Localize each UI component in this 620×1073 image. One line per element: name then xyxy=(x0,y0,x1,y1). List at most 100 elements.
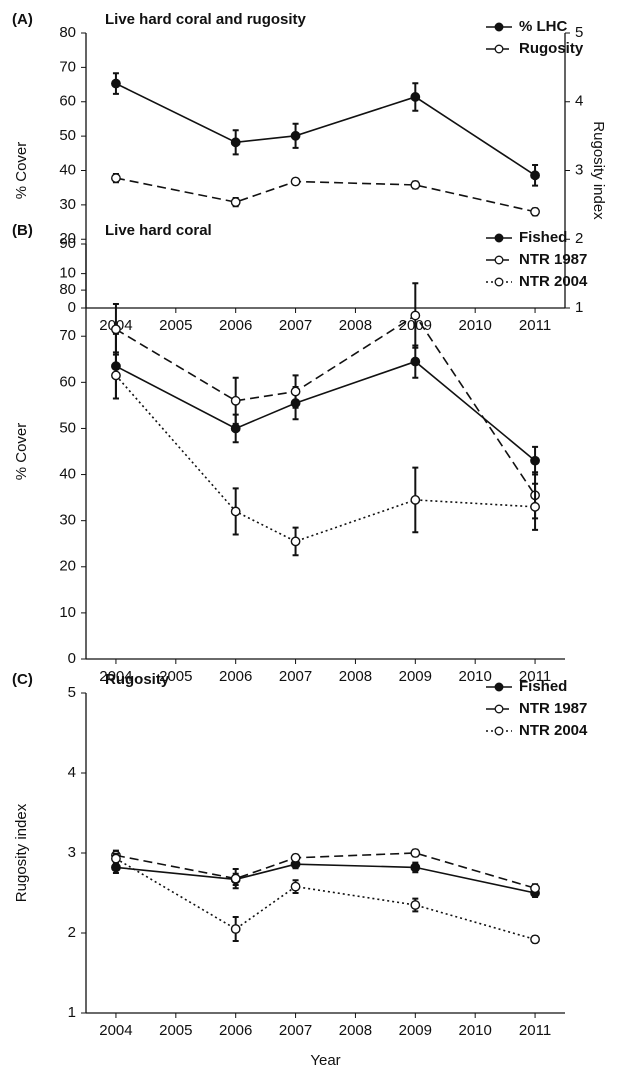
y-tick-label: 90 xyxy=(59,235,76,252)
x-tick-label: 2009 xyxy=(399,1022,432,1039)
x-tick-label: 2011 xyxy=(519,1022,551,1039)
y-axis-label: % Cover xyxy=(13,142,30,200)
data-point xyxy=(410,356,421,367)
y-tick-label: 30 xyxy=(59,196,76,213)
y2-tick-label: 3 xyxy=(575,161,583,178)
x-tick-label: 2011 xyxy=(519,668,551,685)
chart-title: Live hard coral xyxy=(105,222,212,239)
y-tick-label: 80 xyxy=(59,24,76,41)
y-tick-label: 10 xyxy=(59,604,76,621)
data-point xyxy=(230,197,241,208)
data-point xyxy=(111,324,121,335)
x-tick-label: 2008 xyxy=(339,1022,372,1039)
data-point xyxy=(230,924,241,934)
x-tick-label: 2005 xyxy=(159,668,192,685)
y2-tick-label: 2 xyxy=(575,230,583,247)
panel-label: (C) xyxy=(12,671,33,688)
y-tick-label: 20 xyxy=(59,230,76,247)
data-point xyxy=(530,170,540,181)
data-point xyxy=(111,853,121,864)
series-line xyxy=(115,314,536,496)
legend-marker xyxy=(494,44,504,54)
legend-marker xyxy=(494,704,504,714)
legend-marker xyxy=(494,255,504,265)
data-point xyxy=(290,881,301,892)
y-tick-label: 0 xyxy=(68,650,76,667)
y2-tick-label: 4 xyxy=(575,93,583,110)
x-tick-label: 2010 xyxy=(459,668,492,685)
legend-label: NTR 1987 xyxy=(519,251,587,268)
x-tick-label: 2007 xyxy=(279,1022,312,1039)
legend-label: NTR 2004 xyxy=(519,273,588,290)
legend-marker xyxy=(494,233,504,243)
x-tick-label: 2005 xyxy=(159,317,192,334)
y-tick-label: 2 xyxy=(68,924,76,941)
chart-title: Live hard coral and rugosity xyxy=(105,11,307,28)
series-line xyxy=(115,360,536,462)
y-tick-label: 50 xyxy=(59,419,76,436)
data-point xyxy=(230,873,241,884)
y-tick-label: 1 xyxy=(68,1004,76,1021)
x-tick-label: 2007 xyxy=(279,317,312,334)
y-axis-label: % Cover xyxy=(13,423,30,481)
legend-label: Fished xyxy=(519,229,567,246)
x-tick-label: 2004 xyxy=(99,1022,132,1039)
y-tick-label: 40 xyxy=(59,466,76,483)
y2-tick-label: 1 xyxy=(575,299,583,316)
series-line xyxy=(115,177,536,213)
x-tick-label: 2009 xyxy=(399,668,432,685)
x-tick-label: 2007 xyxy=(279,668,312,685)
legend-label: NTR 1987 xyxy=(519,700,587,717)
data-point xyxy=(410,310,421,321)
y-tick-label: 60 xyxy=(59,93,76,110)
x-axis-label: Year xyxy=(310,1052,340,1069)
y2-tick-label: 5 xyxy=(575,24,583,41)
x-tick-label: 2008 xyxy=(339,668,372,685)
series-line xyxy=(115,863,536,894)
series-line xyxy=(115,374,536,543)
series-line xyxy=(115,82,536,176)
data-point xyxy=(530,206,540,217)
x-tick-label: 2010 xyxy=(459,317,492,334)
data-point xyxy=(111,862,121,873)
data-point xyxy=(530,934,540,945)
data-point xyxy=(410,92,421,102)
legend-marker xyxy=(494,22,504,32)
panel: (A) Live hard coral and rugosity 0 10 20 30 40… xyxy=(12,11,607,334)
panel-label: (B) xyxy=(12,222,33,239)
series-line xyxy=(115,852,536,889)
legend-marker xyxy=(494,726,504,736)
data-point xyxy=(290,176,301,187)
x-tick-label: 2008 xyxy=(339,317,372,334)
y-tick-label: 50 xyxy=(59,127,76,144)
x-tick-label: 2004 xyxy=(99,668,132,685)
data-point xyxy=(410,180,421,190)
legend-marker xyxy=(494,682,504,692)
data-point xyxy=(410,900,421,910)
y-tick-label: 0 xyxy=(68,299,76,316)
y-tick-label: 70 xyxy=(59,58,76,75)
x-tick-label: 2011 xyxy=(519,317,551,334)
x-tick-label: 2006 xyxy=(219,317,252,334)
panel: (B) Live hard coral0102030405060708090200… xyxy=(12,222,588,685)
data-point xyxy=(530,455,540,466)
x-tick-label: 2006 xyxy=(219,1022,252,1039)
legend-label: NTR 2004 xyxy=(519,722,588,739)
chart-title: Rugosity xyxy=(105,671,170,688)
data-point xyxy=(290,536,301,547)
x-tick-label: 2006 xyxy=(219,668,252,685)
y-tick-label: 60 xyxy=(59,373,76,390)
data-point xyxy=(230,506,241,517)
data-point xyxy=(230,423,241,434)
data-point xyxy=(290,852,301,863)
y-tick-label: 70 xyxy=(59,327,76,344)
legend-label: Rugosity xyxy=(519,40,584,57)
data-point xyxy=(290,130,301,141)
data-point xyxy=(530,883,540,894)
legend-label: Fished xyxy=(519,678,567,695)
legend-label: % LHC xyxy=(519,18,568,35)
y-tick-label: 80 xyxy=(59,281,76,298)
y-tick-label: 4 xyxy=(68,764,76,781)
data-point xyxy=(290,386,301,397)
